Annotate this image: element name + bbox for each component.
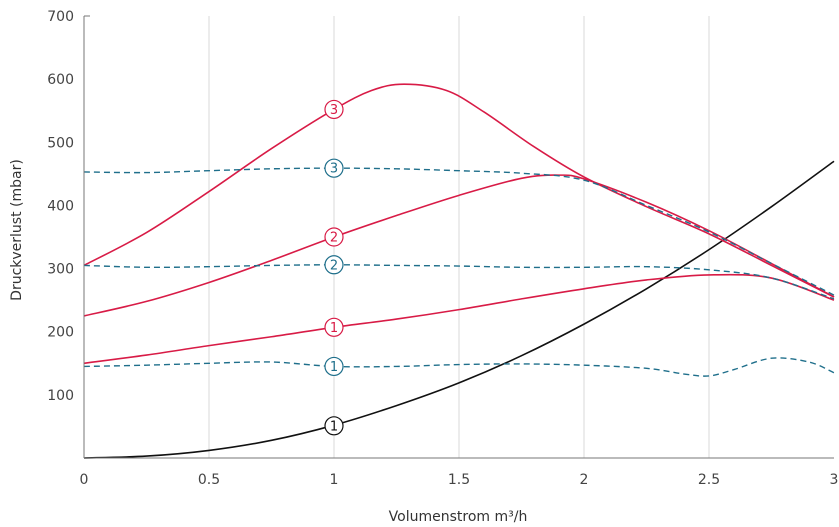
curve-markers: 1 1 1 2 2 3 3 — [324, 99, 344, 436]
series-line-red-2 — [83, 174, 835, 317]
marker-blue-3: 3 — [324, 158, 344, 178]
x-tick-label-5: 2.5 — [698, 472, 720, 488]
series-line-red-1 — [83, 273, 835, 365]
marker-label: 2 — [330, 231, 338, 246]
grid-lines — [208, 16, 710, 458]
marker-red-2: 2 — [324, 227, 344, 247]
x-tick-label-0: 0 — [80, 472, 89, 488]
marker-label: 2 — [330, 258, 338, 273]
series-line-blue-1 — [83, 357, 835, 377]
marker-label: 1 — [330, 360, 338, 375]
tick-labels: 0 0.5 1 1.5 2 2.5 3 100 200 300 400 500 600 700 — [47, 9, 838, 488]
x-tick-label-1: 0.5 — [198, 472, 220, 488]
series-line-red-3 — [83, 83, 835, 298]
x-axis-label: Volumenstrom m³/h — [389, 509, 528, 525]
y-tick-label-0: 100 — [47, 388, 74, 404]
y-tick-label-3: 400 — [47, 198, 74, 214]
marker-circle — [324, 416, 344, 436]
series-lines — [83, 83, 835, 459]
marker-black-1: 1 — [324, 416, 344, 436]
y-tick-label-5: 600 — [47, 72, 74, 88]
y-tick-label-1: 200 — [47, 325, 74, 341]
x-tick-label-4: 2 — [580, 472, 589, 488]
series-line-blue-3 — [83, 167, 835, 296]
marker-circle — [324, 255, 344, 275]
marker-label: 3 — [330, 103, 338, 118]
axes — [83, 15, 834, 459]
marker-circle — [324, 158, 344, 178]
series-line-black-1 — [83, 160, 835, 459]
marker-label: 1 — [330, 321, 338, 336]
marker-red-1: 1 — [324, 317, 344, 337]
y-axis-label: Druckverlust (mbar) — [9, 159, 25, 301]
marker-circle — [324, 356, 344, 377]
x-tick-label-3: 1.5 — [448, 472, 470, 488]
x-tick-label-2: 1 — [330, 472, 339, 488]
marker-blue-2: 2 — [324, 255, 344, 275]
marker-label: 3 — [330, 162, 338, 177]
marker-circle — [324, 227, 344, 247]
y-tick-label-2: 300 — [47, 262, 74, 278]
marker-circle — [324, 99, 344, 120]
y-tick-label-6: 700 — [47, 9, 74, 25]
marker-blue-1: 1 — [324, 356, 344, 377]
series-line-blue-2 — [83, 264, 835, 300]
y-tick-label-4: 500 — [47, 135, 74, 151]
marker-label: 1 — [330, 419, 338, 434]
x-tick-label-6: 3 — [830, 472, 839, 488]
marker-circle — [324, 317, 344, 337]
marker-red-3: 3 — [324, 99, 344, 120]
